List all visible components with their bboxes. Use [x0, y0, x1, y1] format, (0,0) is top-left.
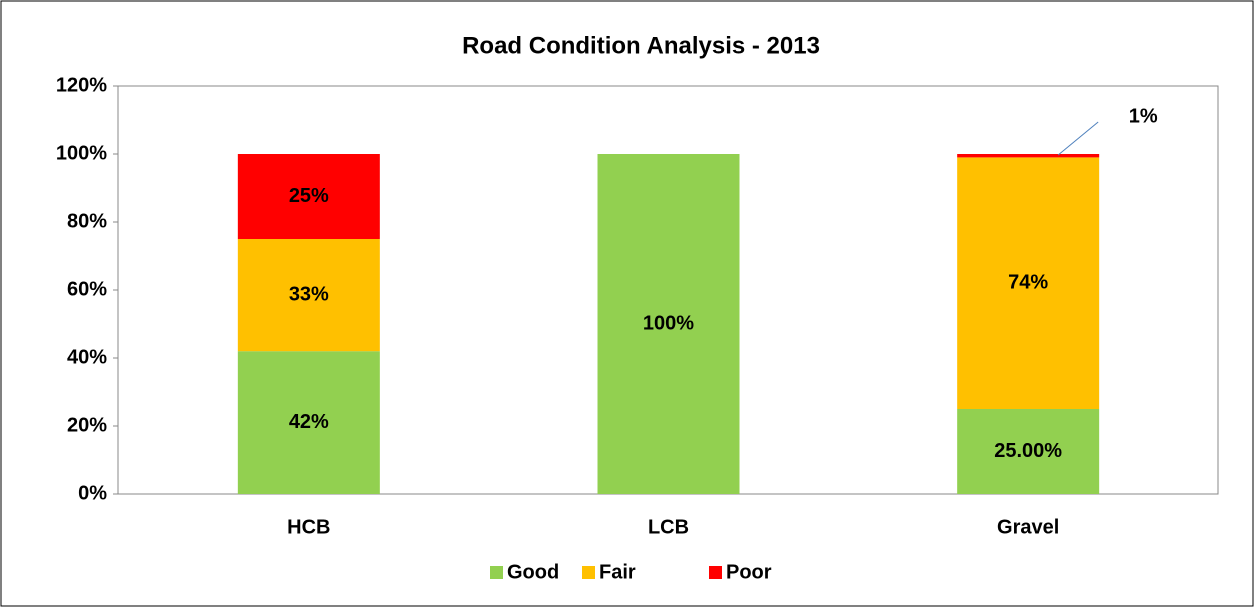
legend-swatch: [709, 566, 722, 579]
data-label: 25.00%: [994, 440, 1062, 462]
data-label: 74%: [1008, 271, 1048, 293]
legend-swatch: [582, 566, 595, 579]
data-label: 100%: [643, 312, 694, 334]
legend-swatch: [490, 566, 503, 579]
legend-label: Fair: [599, 561, 636, 583]
x-tick-label: LCB: [648, 516, 689, 538]
x-tick-label: HCB: [287, 516, 330, 538]
bar-segment: [597, 154, 740, 494]
data-label: 42%: [289, 411, 329, 433]
bar-segment: [957, 157, 1100, 409]
data-label: 1%: [1129, 105, 1158, 127]
x-tick-label: Gravel: [997, 516, 1059, 538]
legend-label: Good: [507, 561, 559, 583]
chart-title: Road Condition Analysis - 2013: [462, 32, 820, 59]
bar-segment: [237, 239, 380, 352]
y-tick-label: 60%: [67, 278, 107, 300]
y-tick-label: 100%: [56, 142, 107, 164]
bar-segment: [957, 154, 1100, 158]
leader-line: [1057, 121, 1099, 156]
y-tick-label: 120%: [56, 74, 107, 96]
legend-label: Poor: [726, 561, 772, 583]
y-tick-label: 80%: [67, 210, 107, 232]
y-tick-label: 20%: [67, 414, 107, 436]
bar-segment: [957, 409, 1100, 494]
data-label: 33%: [289, 283, 329, 305]
data-label: 25%: [289, 185, 329, 207]
y-tick-label: 40%: [67, 346, 107, 368]
y-tick-label: 0%: [78, 482, 107, 504]
bar-segment: [237, 154, 380, 239]
bar-segment: [237, 351, 380, 494]
